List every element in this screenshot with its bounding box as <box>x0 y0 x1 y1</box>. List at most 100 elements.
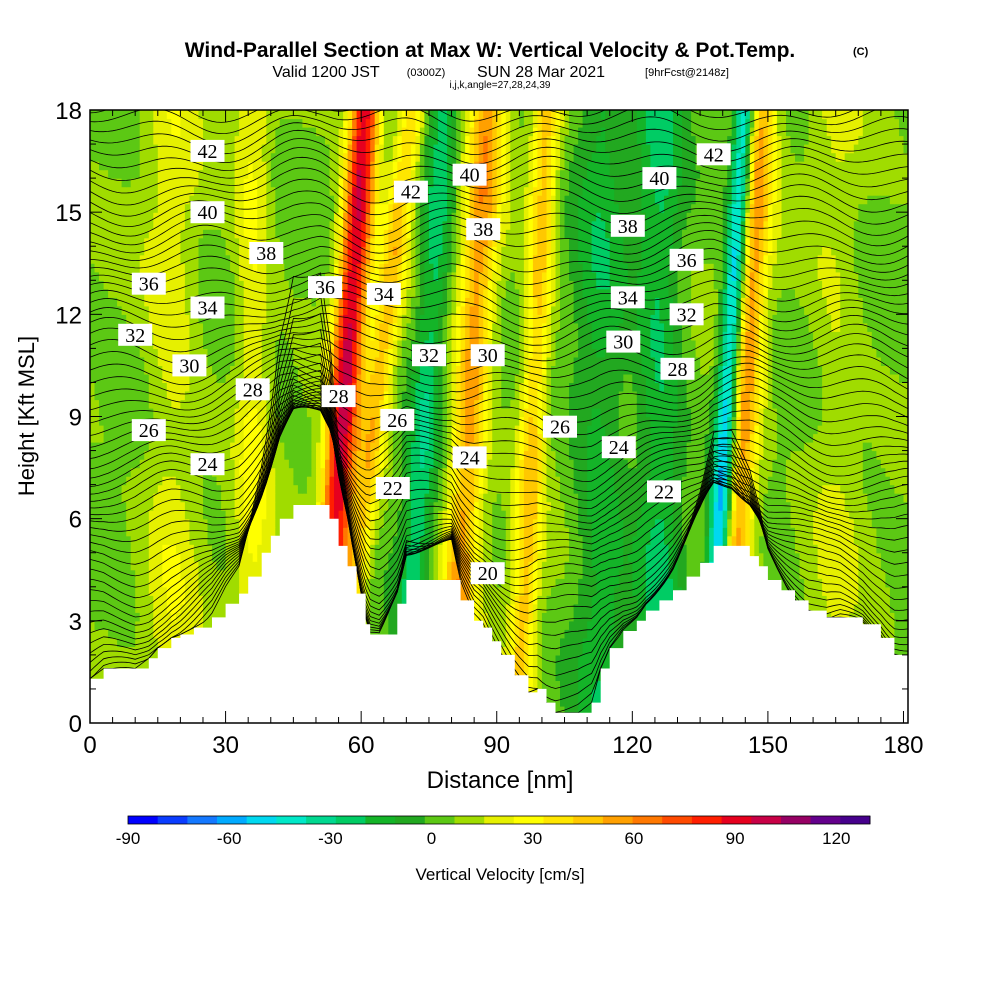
velocity-cell <box>636 501 642 511</box>
velocity-cell <box>555 629 561 639</box>
velocity-cell <box>736 510 742 520</box>
velocity-cell <box>374 552 380 562</box>
velocity-cell <box>813 578 819 588</box>
velocity-cell <box>447 544 453 554</box>
velocity-cell <box>365 493 371 503</box>
velocity-cell <box>347 484 353 494</box>
velocity-cell <box>117 620 123 630</box>
velocity-cell <box>492 544 498 554</box>
velocity-cell <box>433 493 439 503</box>
velocity-cell <box>370 493 376 503</box>
velocity-cell <box>596 527 602 537</box>
velocity-cell <box>862 612 868 622</box>
velocity-cell <box>899 493 905 503</box>
velocity-cell <box>862 535 868 545</box>
velocity-cell <box>867 535 873 545</box>
velocity-cell <box>469 535 475 545</box>
velocity-cell <box>609 552 615 562</box>
velocity-cell <box>605 620 611 630</box>
velocity-cell <box>438 544 444 554</box>
velocity-cell <box>790 527 796 537</box>
velocity-cell <box>578 552 584 562</box>
velocity-cell <box>365 578 371 588</box>
velocity-cell <box>505 501 511 511</box>
velocity-cell <box>94 637 100 647</box>
velocity-cell <box>456 527 462 537</box>
velocity-cell <box>889 501 895 511</box>
velocity-cell <box>193 561 199 571</box>
velocity-cell <box>474 552 480 562</box>
velocity-cell <box>519 484 525 494</box>
velocity-cell <box>767 544 773 554</box>
velocity-cell <box>804 527 810 537</box>
velocity-cell <box>573 544 579 554</box>
velocity-cell <box>541 578 547 588</box>
velocity-cell <box>564 518 570 528</box>
velocity-cell <box>627 578 633 588</box>
velocity-cell <box>790 552 796 562</box>
velocity-cell <box>573 578 579 588</box>
velocity-cell <box>514 603 520 613</box>
velocity-cell <box>157 527 163 537</box>
velocity-cell <box>555 706 561 716</box>
velocity-cell <box>483 620 489 630</box>
velocity-cell <box>90 484 96 494</box>
velocity-cell <box>659 518 665 528</box>
velocity-cell <box>171 629 177 639</box>
velocity-cell <box>99 595 105 605</box>
velocity-cell <box>392 595 398 605</box>
velocity-cell <box>166 501 172 511</box>
velocity-cell <box>275 510 281 520</box>
velocity-cell <box>216 569 222 579</box>
velocity-cell <box>171 578 177 588</box>
velocity-cell <box>813 493 819 503</box>
velocity-cell <box>700 501 706 511</box>
velocity-cell <box>632 535 638 545</box>
velocity-cell <box>103 620 109 630</box>
velocity-cell <box>722 535 728 545</box>
velocity-cell <box>826 493 832 503</box>
velocity-cell <box>379 569 385 579</box>
velocity-cell <box>505 595 511 605</box>
velocity-cell <box>261 510 267 520</box>
velocity-cell <box>243 569 249 579</box>
velocity-cell <box>582 612 588 622</box>
velocity-cell <box>867 544 873 554</box>
velocity-cell <box>609 510 615 520</box>
velocity-cell <box>135 637 141 647</box>
velocity-cell <box>546 501 552 511</box>
velocity-cell <box>541 680 547 690</box>
velocity-cell <box>406 527 412 537</box>
velocity-cell <box>745 527 751 537</box>
velocity-cell <box>804 544 810 554</box>
velocity-cell <box>822 493 828 503</box>
copyright-mark: (C) <box>853 46 869 58</box>
velocity-cell <box>849 510 855 520</box>
velocity-cell <box>514 663 520 673</box>
velocity-cell <box>551 595 557 605</box>
velocity-cell <box>135 629 141 639</box>
velocity-cell <box>99 603 105 613</box>
velocity-cell <box>144 595 150 605</box>
velocity-cell <box>266 501 272 511</box>
velocity-cell <box>573 501 579 511</box>
velocity-cell <box>383 578 389 588</box>
velocity-cell <box>180 535 186 545</box>
velocity-cell <box>532 561 538 571</box>
velocity-cell <box>822 552 828 562</box>
velocity-cell <box>754 518 760 528</box>
velocity-cell <box>221 484 227 494</box>
velocity-cell <box>776 569 782 579</box>
velocity-cell <box>356 510 362 520</box>
velocity-cell <box>401 527 407 537</box>
velocity-cell <box>560 688 566 698</box>
velocity-cell <box>532 527 538 537</box>
velocity-cell <box>388 527 394 537</box>
velocity-cell <box>148 612 154 622</box>
velocity-cell <box>582 595 588 605</box>
velocity-cell <box>605 637 611 647</box>
velocity-cell <box>460 535 466 545</box>
velocity-cell <box>691 501 697 511</box>
velocity-cell <box>148 535 154 545</box>
velocity-cell <box>162 561 168 571</box>
